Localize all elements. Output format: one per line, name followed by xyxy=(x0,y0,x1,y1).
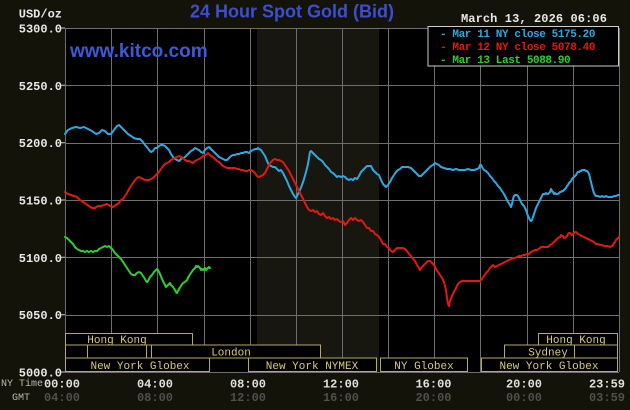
svg-text:5100.0: 5100.0 xyxy=(19,252,62,266)
svg-text:New York Globex: New York Globex xyxy=(90,361,189,373)
svg-text:New York NYMEX: New York NYMEX xyxy=(266,361,359,373)
svg-text:Sydney: Sydney xyxy=(528,348,568,360)
svg-text:16:00: 16:00 xyxy=(415,378,451,392)
svg-text:NY Time: NY Time xyxy=(1,378,43,390)
svg-text:5150.0: 5150.0 xyxy=(19,195,62,209)
svg-text:08:00: 08:00 xyxy=(137,391,173,405)
svg-text:New York Globex: New York Globex xyxy=(499,361,598,373)
svg-text:Hong Kong: Hong Kong xyxy=(87,335,146,347)
svg-text:March 13, 2026 06:06: March 13, 2026 06:06 xyxy=(461,12,607,26)
svg-text:5050.0: 5050.0 xyxy=(19,309,62,323)
svg-text:- Mar 12 NY close 5078.40: - Mar 12 NY close 5078.40 xyxy=(440,42,595,54)
svg-text:16:00: 16:00 xyxy=(323,391,359,405)
svg-text:00:00: 00:00 xyxy=(44,378,80,392)
svg-text:04:00: 04:00 xyxy=(137,378,173,392)
svg-text:- Mar 13 Last 5088.90: - Mar 13 Last 5088.90 xyxy=(440,55,570,67)
svg-text:5250.0: 5250.0 xyxy=(19,80,62,94)
svg-text:London: London xyxy=(211,348,251,360)
svg-text:23:59: 23:59 xyxy=(589,378,625,392)
svg-text:5200.0: 5200.0 xyxy=(19,137,62,151)
svg-text:20:00: 20:00 xyxy=(415,391,451,405)
svg-text:24 Hour Spot Gold (Bid): 24 Hour Spot Gold (Bid) xyxy=(190,2,394,22)
svg-text:- Mar 11 NY close 5175.20: - Mar 11 NY close 5175.20 xyxy=(440,29,595,41)
svg-text:03:59: 03:59 xyxy=(589,391,625,405)
svg-text:12:00: 12:00 xyxy=(323,378,359,392)
svg-text:NY Globex: NY Globex xyxy=(394,361,454,373)
svg-text:www.kitco.com: www.kitco.com xyxy=(69,41,208,62)
svg-text:08:00: 08:00 xyxy=(230,378,266,392)
svg-text:5300.0: 5300.0 xyxy=(19,23,62,37)
svg-text:12:00: 12:00 xyxy=(230,391,266,405)
svg-text:00:00: 00:00 xyxy=(506,391,542,405)
svg-text:5000.0: 5000.0 xyxy=(19,367,62,381)
svg-text:04:00: 04:00 xyxy=(44,391,80,405)
svg-text:Hong Kong: Hong Kong xyxy=(546,335,605,347)
svg-text:20:00: 20:00 xyxy=(506,378,542,392)
svg-text:USD/oz: USD/oz xyxy=(19,8,62,22)
svg-text:GMT: GMT xyxy=(12,393,30,404)
